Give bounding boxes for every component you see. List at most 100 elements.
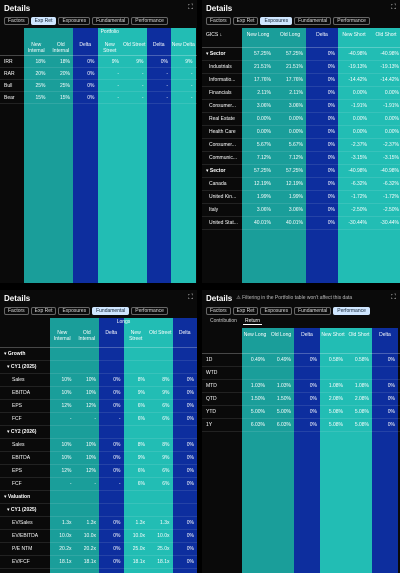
table-row[interactable]: RAR 20% 20% 0% - - - - [0, 68, 197, 80]
column-header[interactable]: New Internal [53, 330, 71, 342]
tab-exp-ret[interactable]: Exp Ret [232, 17, 259, 25]
tab-performance[interactable]: Performance [131, 307, 168, 315]
table-row[interactable]: United Stat... 40.01% 40.01% 0% -30.44% -30.4… [202, 217, 400, 230]
tab-performance[interactable]: Performance [333, 17, 370, 25]
table-row[interactable]: Industrials 21.51% 21.51% 0% -19.13% -19.13% [202, 61, 400, 74]
table-row[interactable]: Bear 15% 15% 0% - - - - [0, 92, 197, 104]
table-row[interactable]: 1Y 6.03% 6.03% 0% 5.08% 5.08% 0% [202, 419, 400, 432]
chevron-down-icon[interactable]: ▾ [206, 51, 210, 57]
tab-factors[interactable]: Factors [4, 307, 29, 315]
tab-factors[interactable]: Factors [206, 17, 231, 25]
table-row[interactable]: EBITDA 10% 10% 0% 9% 9% 0% [0, 387, 197, 400]
tab-exp-ret[interactable]: Exp Ret [232, 307, 259, 315]
chevron-down-icon[interactable]: ▾ [7, 429, 11, 435]
tab-performance[interactable]: Performance [131, 17, 168, 25]
column-header[interactable]: Old Long [279, 32, 301, 38]
expand-icon[interactable]: ⛶ [391, 4, 396, 11]
column-header[interactable]: Delta [105, 330, 118, 336]
table-row[interactable]: ▾ Sector 57.25% 57.25% 0% -40.98% -40.98% [202, 165, 400, 178]
table-row[interactable]: ▾ CY2 (2026) [0, 426, 197, 439]
tab-fundamental[interactable]: Fundamental [92, 307, 130, 315]
table-row[interactable]: Canada 12.19% 12.19% 0% -6.32% -6.32% [202, 178, 400, 191]
tab-exposures[interactable]: Exposures [58, 17, 91, 25]
tab-exposures[interactable]: Exposures [260, 17, 293, 25]
table-row[interactable]: EV/EBITDA 10.0x 10.0x 0% 10.0x 10.0x 0% [0, 530, 197, 543]
table-row[interactable]: Sales 10% 10% 0% 8% 8% 0% [0, 439, 197, 452]
table-row[interactable]: ▾ Growth [0, 348, 197, 361]
table-row[interactable]: ▾ CY1 (2025) [0, 361, 197, 374]
column-header[interactable]: Old Internal [78, 330, 96, 342]
column-header[interactable]: New Short [321, 332, 345, 338]
table-row[interactable]: Communic... 7.12% 7.12% 0% -3.15% -3.15% [202, 152, 400, 165]
table-row[interactable]: ▾ Sector 57.25% 57.25% 0% -40.98% -40.98% [202, 48, 400, 61]
table-row[interactable]: ▾ CY1 (2025) [0, 504, 197, 517]
tab-exposures[interactable]: Exposures [58, 307, 91, 315]
tab-factors[interactable]: Factors [4, 17, 29, 25]
label-column-header[interactable]: GICS ↓ [206, 32, 223, 38]
table-row[interactable]: Informatio... 17.76% 17.76% 0% -14.42% -14.42… [202, 74, 400, 87]
column-header[interactable]: New Delta [171, 42, 195, 48]
chevron-down-icon[interactable]: ▾ [7, 507, 11, 513]
tab-exp-ret[interactable]: Exp Ret [30, 307, 57, 315]
column-header[interactable]: Delta [301, 332, 313, 338]
column-header[interactable]: Old Long [270, 332, 292, 338]
column-header[interactable]: New Long [243, 332, 267, 338]
chevron-down-icon[interactable]: ▾ [4, 351, 8, 357]
table-row[interactable]: Financials 2.11% 2.11% 0% 0.00% 0.00% [202, 87, 400, 100]
tab-exp-ret[interactable]: Exp Ret [30, 17, 57, 25]
column-header[interactable]: Old Street [122, 42, 146, 48]
table-row[interactable]: United Kin... 1.99% 1.99% 0% -1.72% -1.72% [202, 191, 400, 204]
table-row[interactable]: 1D 0.49% 0.49% 0% 0.58% 0.58% 0% [202, 354, 400, 367]
table-row[interactable]: ▾ Valuation [0, 491, 197, 504]
column-header[interactable]: Delta [379, 332, 391, 338]
table-row[interactable]: EPS 12% 12% 0% 6% 6% 0% [0, 465, 197, 478]
table-row[interactable]: WTD [202, 367, 400, 380]
chevron-down-icon[interactable]: ▾ [7, 364, 11, 370]
column-header[interactable]: New Street [129, 330, 143, 342]
table-row[interactable]: FCF - - - 6% 6% 0% [0, 413, 197, 426]
tab-fundamental[interactable]: Fundamental [92, 17, 130, 25]
table-row[interactable]: Bull 25% 25% 0% - - - - [0, 80, 197, 92]
table-row[interactable]: Sales 10% 10% 0% 8% 8% 0% [0, 374, 197, 387]
subtab-return[interactable]: Return [242, 317, 262, 325]
table-row[interactable]: EV/Sales 1.3x 1.3x 0% 1.3x 1.3x 0% [0, 517, 197, 530]
table-row[interactable]: IRR 18% 18% 0% 9% 9% 0% 9% [0, 56, 197, 68]
column-header[interactable]: Old Short [348, 332, 370, 338]
tab-performance[interactable]: Performance [333, 307, 370, 315]
table-row[interactable]: FCF - - - 6% 6% 0% [0, 478, 197, 491]
tab-fundamental[interactable]: Fundamental [294, 17, 332, 25]
column-header[interactable]: Old Street [148, 330, 172, 336]
column-header[interactable]: Delta [178, 330, 191, 336]
table-row[interactable]: QTD 1.50% 1.50% 0% 2.08% 2.08% 0% [202, 393, 400, 406]
table-row[interactable]: Consumer... 5.67% 5.67% 0% -2.37% -2.37% [202, 139, 400, 152]
column-header[interactable]: New Street [103, 42, 117, 54]
column-header[interactable]: New Internal [27, 42, 45, 54]
tab-fundamental[interactable]: Fundamental [294, 307, 332, 315]
table-row[interactable]: Consumer... 3.06% 3.06% 0% -1.91% -1.91% [202, 100, 400, 113]
table-row[interactable]: Health Care 0.00% 0.00% 0% 0.00% 0.00% [202, 126, 400, 139]
expand-icon[interactable]: ⛶ [188, 294, 193, 301]
chevron-down-icon[interactable]: ▾ [206, 168, 210, 174]
table-row[interactable]: EV/FCF 18.1x 18.1x 0% 18.1x 18.1x 0% [0, 556, 197, 569]
column-header[interactable]: New Short [342, 32, 366, 38]
chevron-down-icon[interactable]: ▾ [4, 494, 8, 500]
column-header[interactable]: Delta [316, 32, 328, 38]
expand-icon[interactable]: ⛶ [188, 4, 193, 11]
table-row[interactable]: P/E NTM 20.2x 20.2x 0% 25.0x 25.0x 0% [0, 543, 197, 556]
column-header[interactable]: Old Short [375, 32, 397, 38]
subtab-contribution[interactable]: Contribution [210, 317, 237, 324]
table-row[interactable]: EPS 12% 12% 0% 6% 6% 0% [0, 400, 197, 413]
row-label: Canada [209, 181, 227, 187]
table-row[interactable]: MTD 1.03% 1.03% 0% 1.08% 1.08% 0% [202, 380, 400, 393]
table-row[interactable]: Italy 3.06% 3.06% 0% -2.50% -2.50% [202, 204, 400, 217]
table-row[interactable]: YTD 5.00% 5.00% 0% 5.08% 5.08% 0% [202, 406, 400, 419]
expand-icon[interactable]: ⛶ [391, 294, 396, 301]
column-header[interactable]: New Long [246, 32, 270, 38]
column-header[interactable]: Old Internal [52, 42, 70, 54]
table-row[interactable]: Real Estate 0.00% 0.00% 0% 0.00% 0.00% [202, 113, 400, 126]
tab-exposures[interactable]: Exposures [260, 307, 293, 315]
column-header[interactable]: Delta [152, 42, 165, 48]
table-row[interactable]: EBITDA 10% 10% 0% 9% 9% 0% [0, 452, 197, 465]
column-header[interactable]: Delta [79, 42, 92, 48]
tab-factors[interactable]: Factors [206, 307, 231, 315]
